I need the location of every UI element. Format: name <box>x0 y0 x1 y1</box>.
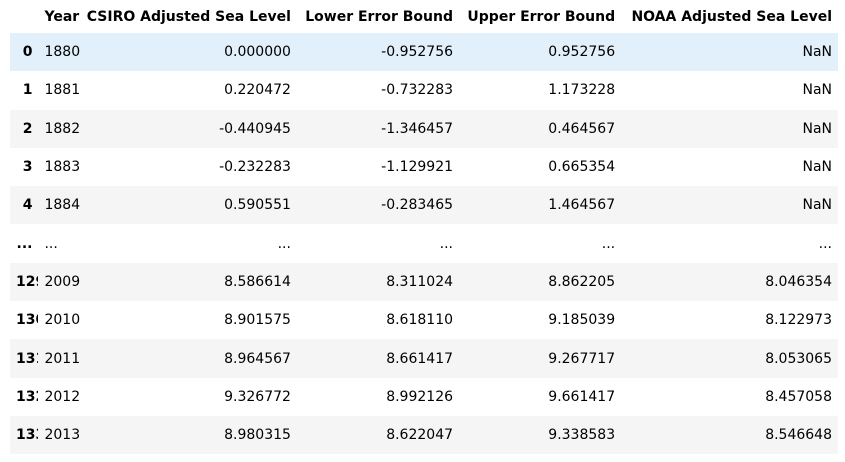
cell-lower: -1.129921 <box>381 159 454 176</box>
cell-upper: 1.464567 <box>548 197 616 214</box>
cell-lower: 8.992126 <box>386 388 454 405</box>
cell-lower: -0.952756 <box>381 44 454 61</box>
cell-csiro: 9.326772 <box>224 388 291 405</box>
cell-year: 2009 <box>44 273 81 290</box>
cell-lower: -0.732283 <box>381 82 454 99</box>
cell-year: 1880 <box>44 44 81 61</box>
cell-noaa: 8.122973 <box>765 312 832 329</box>
cell-noaa: NaN <box>802 120 832 137</box>
row-index: 1 <box>22 82 33 99</box>
table-row: 3 1883 -0.232283 -1.129921 0.665354 NaN <box>10 148 838 186</box>
row-index: 3 <box>22 159 33 176</box>
row-index: 133 <box>16 427 38 444</box>
cell-lower: 8.618110 <box>386 312 454 329</box>
row-index: 0 <box>22 44 33 61</box>
cell-noaa: ... <box>818 235 832 252</box>
cell-year: 1884 <box>44 197 81 214</box>
table-row: 131 2011 8.964567 8.661417 9.267717 8.05… <box>10 339 838 378</box>
cell-year: 1881 <box>44 82 81 99</box>
cell-noaa: NaN <box>802 159 832 176</box>
table-row: 129 2009 8.586614 8.311024 8.862205 8.04… <box>10 262 838 302</box>
cell-year: 2011 <box>44 350 81 367</box>
cell-upper: 0.952756 <box>548 44 616 61</box>
cell-csiro: 8.901575 <box>224 312 291 329</box>
cell-noaa: NaN <box>802 197 832 214</box>
cell-upper: 8.862205 <box>548 273 616 290</box>
table-row: 132 2012 9.326772 8.992126 9.661417 8.45… <box>10 378 838 416</box>
cell-upper: ... <box>601 235 616 252</box>
cell-year: 1883 <box>44 159 81 176</box>
cell-csiro: -0.440945 <box>219 120 291 137</box>
cell-csiro: ... <box>277 235 291 252</box>
table-row: 2 1882 -0.440945 -1.346457 0.464567 NaN <box>10 109 838 148</box>
header-index <box>10 0 38 33</box>
cell-noaa: 8.046354 <box>765 273 832 290</box>
table-row: 133 2013 8.980315 8.622047 9.338583 8.54… <box>10 415 838 455</box>
dataframe-table: Year CSIRO Adjusted Sea Level Lower Erro… <box>10 0 838 455</box>
cell-noaa: NaN <box>802 82 832 99</box>
cell-upper: 9.185039 <box>548 312 616 329</box>
cell-lower: 8.311024 <box>386 273 454 290</box>
cell-csiro: 8.980315 <box>224 427 291 444</box>
cell-lower: 8.622047 <box>386 427 454 444</box>
table-row: 130 2010 8.901575 8.618110 9.185039 8.12… <box>10 301 838 339</box>
header-csiro: CSIRO Adjusted Sea Level <box>86 8 291 25</box>
cell-year: 2010 <box>44 312 81 329</box>
cell-noaa: NaN <box>802 44 832 61</box>
cell-year: 2012 <box>44 388 81 405</box>
cell-upper: 9.267717 <box>548 350 616 367</box>
header-lower-error: Lower Error Bound <box>305 8 454 25</box>
cell-csiro: 0.220472 <box>224 82 291 99</box>
cell-noaa: 8.546648 <box>765 427 832 444</box>
row-index: 132 <box>16 388 38 405</box>
cell-lower: ... <box>439 235 454 252</box>
table-header: Year CSIRO Adjusted Sea Level Lower Erro… <box>10 0 838 33</box>
cell-lower: -1.346457 <box>381 120 454 137</box>
cell-upper: 0.464567 <box>548 120 616 137</box>
header-year: Year <box>44 8 80 25</box>
row-index: 131 <box>16 350 38 367</box>
cell-csiro: 8.586614 <box>224 273 291 290</box>
header-noaa: NOAA Adjusted Sea Level <box>631 8 832 25</box>
cell-csiro: 0.000000 <box>224 44 291 61</box>
header-row: Year CSIRO Adjusted Sea Level Lower Erro… <box>10 0 838 33</box>
table-body: 0 1880 0.000000 -0.952756 0.952756 NaN 1… <box>10 33 838 455</box>
cell-upper: 1.173228 <box>548 82 616 99</box>
row-index: 2 <box>22 120 33 137</box>
cell-lower: 8.661417 <box>386 350 454 367</box>
cell-year: 1882 <box>44 120 81 137</box>
table-row: 0 1880 0.000000 -0.952756 0.952756 NaN <box>10 33 838 72</box>
cell-csiro: -0.232283 <box>219 159 291 176</box>
cell-year: 2013 <box>44 427 81 444</box>
cell-upper: 9.338583 <box>548 427 616 444</box>
ellipsis-row: ... ... ... ... ... ... <box>10 224 838 262</box>
table-row: 1 1881 0.220472 -0.732283 1.173228 NaN <box>10 71 838 109</box>
row-index: 4 <box>22 197 33 214</box>
cell-csiro: 0.590551 <box>224 197 291 214</box>
table-row: 4 1884 0.590551 -0.283465 1.464567 NaN <box>10 186 838 225</box>
cell-lower: -0.283465 <box>381 197 454 214</box>
row-index: ... <box>16 235 33 252</box>
cell-csiro: 8.964567 <box>224 350 291 367</box>
row-index: 129 <box>16 273 38 290</box>
cell-upper: 9.661417 <box>548 388 616 405</box>
row-index: 130 <box>16 312 38 329</box>
cell-noaa: 8.457058 <box>765 388 832 405</box>
cell-upper: 0.665354 <box>548 159 616 176</box>
header-upper-error: Upper Error Bound <box>467 8 616 25</box>
cell-noaa: 8.053065 <box>765 350 832 367</box>
cell-year: ... <box>44 235 58 252</box>
